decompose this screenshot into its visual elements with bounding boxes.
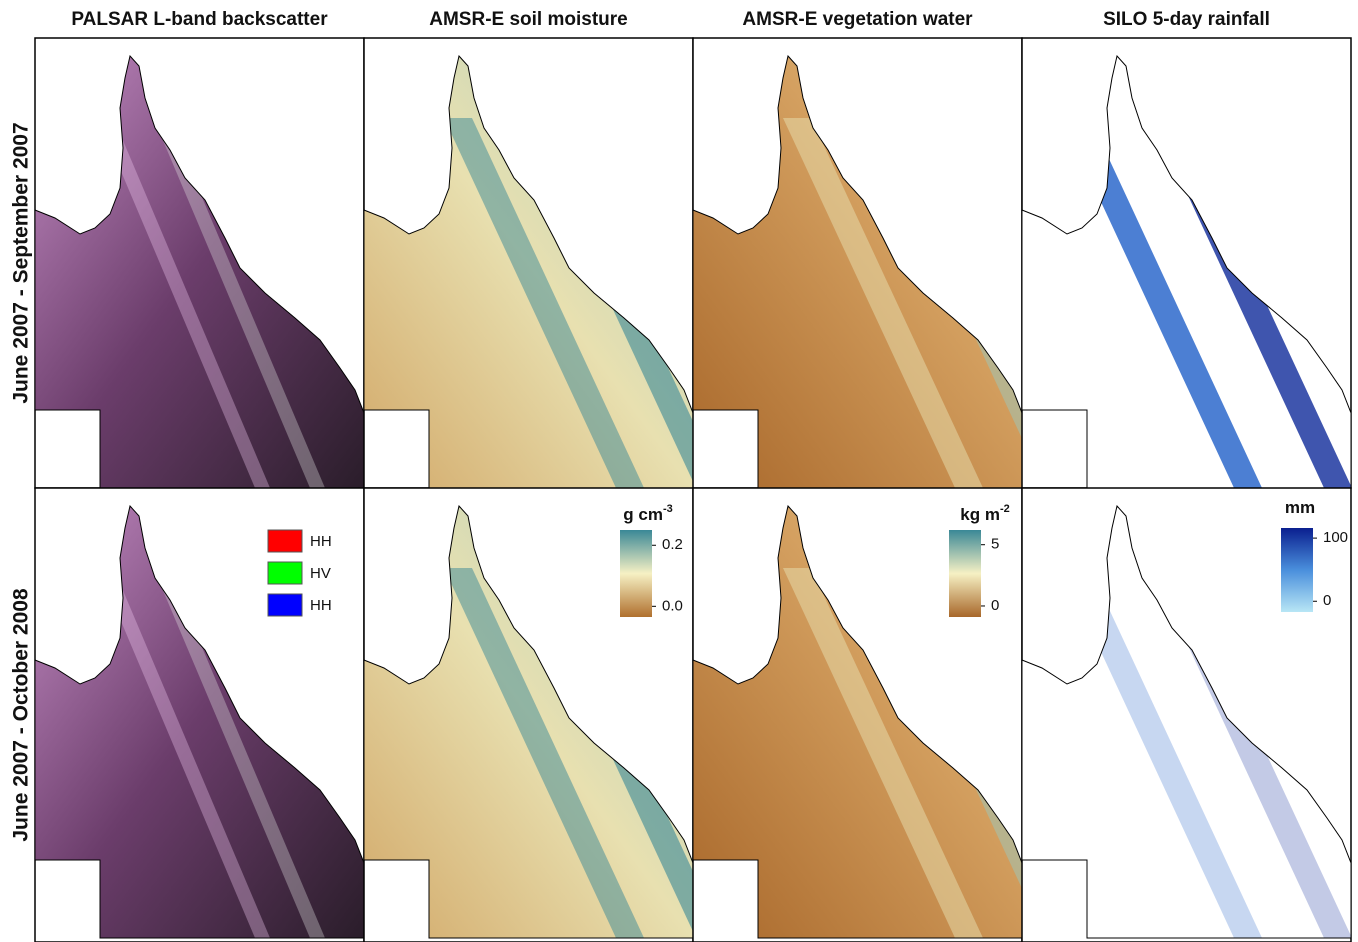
map-panel <box>34 37 365 489</box>
colorbar <box>949 530 981 617</box>
map-band <box>783 118 983 488</box>
legend-swatch <box>267 593 303 617</box>
colorbar-tick-label: 0 <box>991 597 999 614</box>
map-band <box>90 98 270 488</box>
map-band <box>145 548 325 938</box>
map-panel <box>363 487 694 942</box>
map-band <box>444 568 644 938</box>
colorbar-tick-label: 5 <box>991 536 999 553</box>
legend-label: HH <box>310 597 332 614</box>
colorbar-tick-label: 100 <box>1323 529 1348 546</box>
column-title: PALSAR L-band backscatter <box>71 9 328 30</box>
column-title: AMSR-E vegetation water <box>742 9 973 30</box>
colorbar-tick-label: 0.2 <box>662 536 683 553</box>
map-band <box>444 118 644 488</box>
colorbar-unit: g cm-3 <box>623 503 672 525</box>
map-panel <box>692 37 1023 489</box>
legend-swatch <box>267 529 303 553</box>
map-panels <box>34 37 1352 942</box>
map-band <box>145 98 325 488</box>
unit-exponent: -3 <box>663 503 673 515</box>
legend-label: HV <box>310 565 331 582</box>
map-band <box>783 568 983 938</box>
column-title: AMSR-E soil moisture <box>429 9 627 30</box>
colorbar <box>620 530 652 617</box>
colorbar-unit: mm <box>1285 498 1315 517</box>
annotations: PALSAR L-band backscatter AMSR-E soil moi… <box>10 9 1348 842</box>
map-band <box>90 548 270 938</box>
row-label: June 2007 - September 2007 <box>10 122 33 403</box>
row-label: June 2007 - October 2008 <box>10 588 33 842</box>
column-title: SILO 5-day rainfall <box>1103 9 1270 30</box>
unit-text: kg m <box>960 505 1000 524</box>
map-panel <box>1021 37 1352 489</box>
colorbar <box>1281 528 1313 612</box>
map-band <box>1062 568 1262 938</box>
legend-swatch <box>267 561 303 585</box>
map-band <box>1062 118 1262 488</box>
legend-label: HH <box>310 533 332 550</box>
map-panel <box>692 487 1023 942</box>
map-panel <box>363 37 694 489</box>
unit-text: g cm <box>623 505 663 524</box>
colorbar-tick-label: 0 <box>1323 592 1331 609</box>
colorbar-tick-label: 0.0 <box>662 597 683 614</box>
unit-text: mm <box>1285 498 1315 517</box>
colorbar-unit: kg m-2 <box>960 503 1009 525</box>
map-panel <box>34 487 365 942</box>
unit-exponent: -2 <box>1000 503 1010 515</box>
